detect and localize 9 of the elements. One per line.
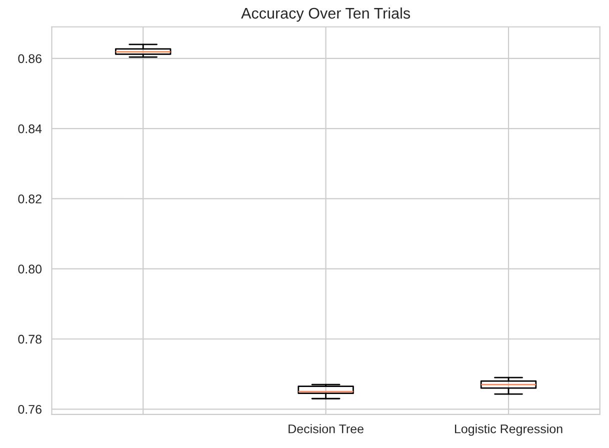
y-tick-label: 0.86 <box>18 54 42 64</box>
y-tick-label: 0.80 <box>18 264 42 274</box>
y-tick-label: 0.76 <box>18 404 42 414</box>
chart-title: Accuracy Over Ten Trials <box>241 7 410 22</box>
x-tick-label: Logistic Regression <box>455 424 562 436</box>
y-tick-label: 0.82 <box>18 194 42 204</box>
x-tick-label: Decision Tree <box>288 424 364 434</box>
y-tick-label: 0.78 <box>18 334 42 344</box>
y-tick-label: 0.84 <box>18 124 42 134</box>
